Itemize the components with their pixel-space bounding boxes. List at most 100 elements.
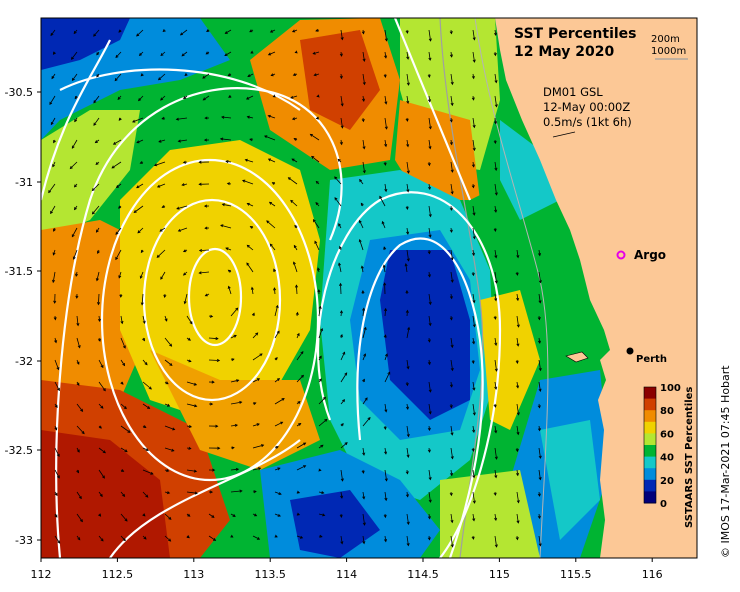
colorbar-tick-label: 20 — [660, 476, 674, 487]
current-arrow-head — [189, 321, 193, 325]
x-tick-label: 113.5 — [254, 568, 286, 581]
current-arrow-head — [166, 469, 170, 472]
current-arrow — [538, 359, 541, 371]
current-arrow-head — [209, 402, 214, 406]
current-arrow — [362, 51, 365, 62]
current-arrow-head — [175, 117, 179, 121]
current-arrow-head — [318, 355, 322, 359]
current-arrow — [384, 183, 387, 192]
current-arrow-head — [163, 294, 167, 299]
current-arrow-head — [212, 468, 216, 472]
current-arrow — [362, 397, 368, 405]
current-arrow-head — [53, 317, 57, 321]
current-arrow — [181, 51, 188, 57]
current-arrow-head — [494, 298, 498, 302]
current-arrow-head — [538, 543, 542, 547]
current-arrow — [98, 491, 103, 497]
current-arrow-head — [160, 97, 164, 101]
current-arrow-head — [267, 114, 271, 118]
current-arrow-head — [123, 406, 127, 410]
current-arrow-head — [406, 258, 410, 262]
current-arrow — [406, 139, 409, 147]
current-arrow-head — [269, 29, 274, 33]
current-arrow-head — [337, 158, 341, 162]
current-arrow-head — [162, 29, 166, 33]
current-arrow — [116, 183, 122, 188]
current-arrow-head — [140, 249, 144, 254]
current-arrow — [340, 117, 343, 128]
current-arrow-head — [115, 54, 119, 58]
current-arrow — [142, 359, 148, 365]
current-arrow — [164, 337, 172, 347]
current-arrow-head — [406, 56, 410, 60]
current-arrow-head — [362, 146, 366, 150]
current-arrow-head — [384, 478, 388, 482]
colorbar-segment — [644, 468, 656, 481]
current-arrow-head — [276, 330, 280, 334]
current-arrow-head — [75, 273, 79, 277]
current-arrow-head — [300, 351, 304, 355]
current-arrow — [428, 117, 431, 129]
current-arrow-head — [253, 513, 258, 517]
current-arrow-head — [450, 257, 454, 261]
current-arrow-head — [96, 52, 100, 56]
current-arrow-head — [98, 425, 102, 429]
current-arrow — [142, 491, 149, 498]
current-arrow — [203, 95, 210, 101]
current-arrow-head — [122, 538, 126, 542]
current-arrow-head — [221, 115, 225, 119]
current-arrow — [142, 447, 149, 451]
current-arrow-head — [324, 418, 328, 422]
current-arrow-head — [53, 300, 57, 304]
current-arrow-head — [314, 240, 318, 244]
depth-legend-1000m: 1000m — [651, 46, 686, 57]
current-arrow — [494, 29, 497, 36]
current-arrow — [472, 293, 475, 303]
current-arrow-head — [227, 73, 231, 77]
y-tick-label: -31.5 — [5, 265, 33, 278]
current-arrow-head — [406, 454, 410, 458]
current-arrow-head — [494, 280, 498, 284]
current-arrow-head — [362, 58, 366, 62]
current-arrow-head — [69, 165, 73, 170]
colorbar-tick-label: 100 — [660, 383, 681, 394]
current-arrow — [54, 447, 60, 457]
current-arrow — [76, 403, 83, 412]
current-arrow-head — [449, 31, 453, 35]
current-arrow-head — [277, 467, 281, 471]
current-arrow-head — [188, 446, 192, 450]
current-arrow-head — [209, 490, 214, 494]
current-arrow-head — [231, 446, 235, 450]
current-arrow-head — [166, 403, 171, 407]
current-arrow-head — [204, 293, 208, 297]
current-arrow — [154, 161, 166, 166]
current-arrow — [516, 403, 519, 415]
current-arrow-head — [203, 204, 208, 208]
current-arrow — [538, 469, 541, 480]
current-arrow-head — [449, 207, 453, 211]
current-arrow — [115, 249, 122, 260]
current-arrow-head — [362, 378, 365, 382]
colorbar-frame — [643, 386, 657, 504]
current-arrow — [406, 513, 409, 525]
current-arrow — [54, 535, 61, 544]
current-arrow-head — [77, 345, 81, 349]
sst-region-se-cyan — [540, 420, 600, 540]
current-arrow — [228, 286, 232, 295]
current-arrow-head — [115, 185, 120, 189]
current-arrow-head — [472, 124, 476, 129]
current-arrow-head — [494, 167, 498, 172]
current-arrow-head — [287, 177, 291, 181]
current-arrow-head — [297, 401, 301, 405]
current-arrow — [428, 95, 431, 102]
current-arrow — [115, 227, 122, 235]
current-arrow — [450, 161, 453, 173]
current-arrow — [92, 205, 100, 215]
current-arrow — [274, 378, 280, 383]
current-arrow-head — [76, 361, 80, 365]
current-arrow — [379, 196, 386, 207]
current-arrow-head — [516, 324, 520, 328]
current-arrow-head — [427, 186, 431, 191]
map-title-line1: SST Percentiles — [514, 26, 637, 42]
current-arrow — [268, 115, 276, 119]
